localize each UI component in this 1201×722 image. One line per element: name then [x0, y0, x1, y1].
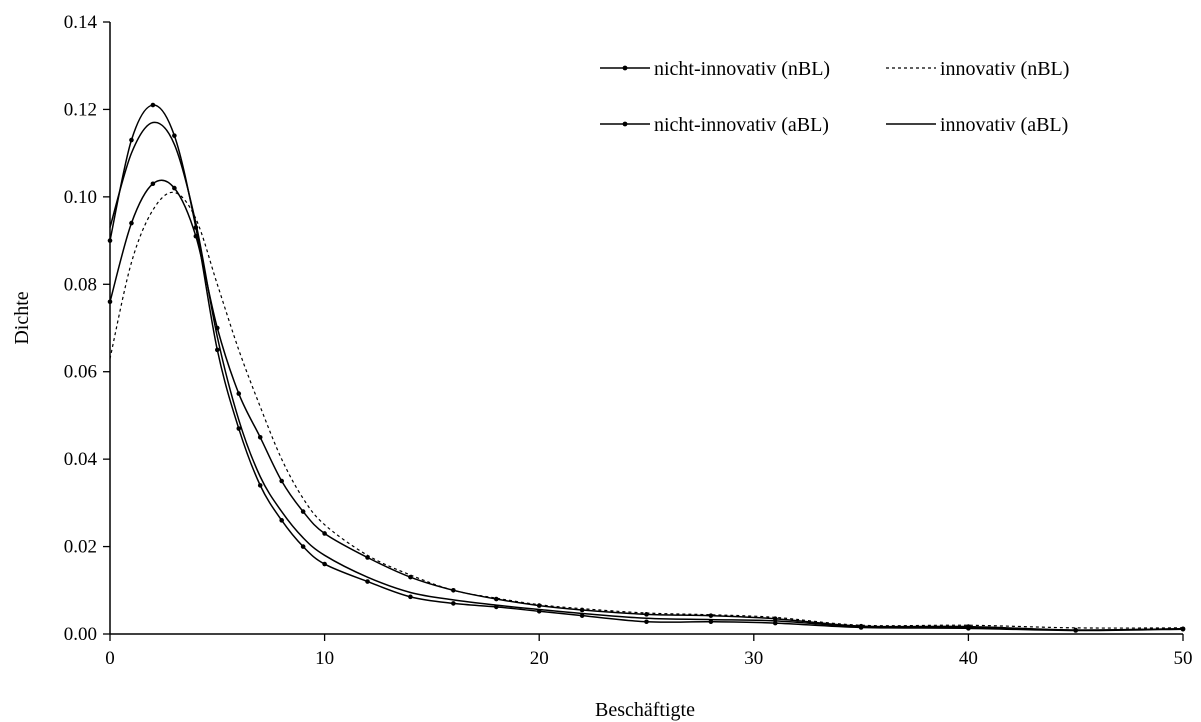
data-point-nicht-innovativ-abl	[408, 594, 413, 600]
y-axis-title: Dichte	[11, 291, 33, 344]
data-point-nicht-innovativ-nbl	[708, 613, 714, 618]
data-point-nicht-innovativ-abl	[772, 620, 778, 626]
series-line-innovativ-abl	[109, 121, 1184, 631]
data-point-nicht-innovativ-abl	[644, 619, 649, 625]
data-point-nicht-innovativ-abl	[300, 544, 306, 549]
data-point-nicht-innovativ-abl	[708, 619, 714, 625]
legend: nicht-innovativ (nBL) innovativ (nBL) ni…	[600, 58, 1069, 136]
plot-frame	[109, 22, 1183, 635]
data-point-nicht-innovativ-nbl	[236, 391, 242, 396]
data-point-nicht-innovativ-abl	[172, 133, 177, 138]
x-tick-label: 0	[105, 648, 115, 669]
x-axis: 0 10 20 30 40 50	[105, 634, 1193, 669]
data-point-nicht-innovativ-abl	[257, 483, 263, 488]
data-point-nicht-innovativ-nbl	[129, 220, 134, 226]
legend-marker-nicht-innovativ-abl	[622, 121, 628, 127]
data-point-nicht-innovativ-abl	[107, 238, 113, 243]
y-tick-label: 0.00	[64, 624, 97, 645]
data-point-nicht-innovativ-abl	[365, 579, 370, 584]
data-point-nicht-innovativ-nbl	[451, 587, 456, 593]
x-tick-label: 30	[744, 648, 763, 669]
x-tick-label: 20	[530, 648, 549, 669]
legend-marker-nicht-innovativ-nbl	[622, 65, 628, 71]
y-tick-label: 0.12	[64, 99, 97, 120]
x-axis-title: Beschäftigte	[595, 699, 695, 721]
x-tick-label: 10	[315, 648, 334, 669]
data-point-nicht-innovativ-nbl	[493, 596, 499, 602]
data-point-nicht-innovativ-abl	[322, 561, 327, 567]
series-layer	[107, 102, 1186, 633]
legend-label-nicht-innovativ-nbl: nicht-innovativ (nBL)	[654, 58, 830, 80]
legend-label-innovativ-nbl: innovativ (nBL)	[940, 58, 1069, 80]
data-point-nicht-innovativ-abl	[129, 137, 134, 143]
data-point-nicht-innovativ-nbl	[107, 299, 113, 305]
x-tick-label: 50	[1174, 648, 1193, 669]
series-line-innovativ-nbl	[109, 191, 1184, 629]
y-tick-label: 0.02	[64, 537, 97, 558]
data-point-nicht-innovativ-nbl	[300, 509, 306, 514]
y-axis: 0.00 0.02 0.04 0.06 0.08 0.10 0.12 0.14	[64, 12, 110, 645]
series-line-nicht-innovativ-abl	[109, 104, 1184, 632]
y-tick-label: 0.04	[64, 449, 98, 470]
legend-label-innovativ-abl: innovativ (aBL)	[940, 114, 1068, 136]
data-point-nicht-innovativ-nbl	[150, 181, 156, 187]
y-tick-label: 0.08	[64, 274, 97, 295]
data-point-nicht-innovativ-nbl	[172, 185, 177, 191]
data-point-nicht-innovativ-abl	[236, 426, 242, 431]
series-line-nicht-innovativ-nbl	[109, 179, 1184, 631]
data-point-nicht-innovativ-nbl	[279, 478, 284, 484]
data-point-nicht-innovativ-abl	[451, 601, 456, 606]
data-point-nicht-innovativ-nbl	[257, 434, 263, 440]
data-point-nicht-innovativ-abl	[579, 613, 585, 618]
data-point-nicht-innovativ-nbl	[536, 603, 542, 608]
data-point-nicht-innovativ-abl	[279, 518, 284, 523]
y-tick-label: 0.14	[64, 12, 98, 33]
legend-label-nicht-innovativ-abl: nicht-innovativ (aBL)	[654, 114, 829, 136]
data-point-nicht-innovativ-nbl	[322, 531, 327, 536]
y-tick-label: 0.06	[64, 362, 97, 383]
y-tick-label: 0.10	[64, 187, 97, 208]
data-point-nicht-innovativ-abl	[150, 102, 156, 108]
data-point-nicht-innovativ-abl	[215, 347, 220, 353]
x-tick-label: 40	[959, 648, 978, 669]
